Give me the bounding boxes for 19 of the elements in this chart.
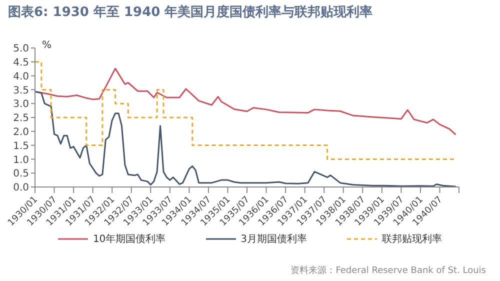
y-tick-label: 1.5 [13,140,29,152]
y-tick-label: 2.5 [13,113,29,124]
y-tick-label: 5.0 [13,44,29,55]
legend-label: 3月期国债利率 [240,232,308,246]
y-axis-title: % [42,40,52,51]
y-tick-label: 0.5 [13,168,29,180]
text: 资料来源：Federal Reserve Bank of St. Louis [290,264,486,277]
y-tick-label: 2.0 [13,126,29,138]
legend-label: 联邦贴现利率 [382,232,442,246]
y-tick-label: 1.0 [13,154,29,166]
y-tick-label: 0.0 [13,182,29,194]
chart-title: 图表6: 1930 年至 1940 年美国月度国债利率与联邦贴现利率 [8,4,373,21]
y-tick-label: 4.5 [13,57,29,68]
line-series [35,90,457,187]
y-tick-label: 3.0 [13,99,29,110]
y-tick-label: 4.0 [13,71,29,82]
legend-label: 10年期国债利率 [92,232,166,246]
line-series [35,68,457,136]
y-tick-label: 3.5 [13,85,29,96]
